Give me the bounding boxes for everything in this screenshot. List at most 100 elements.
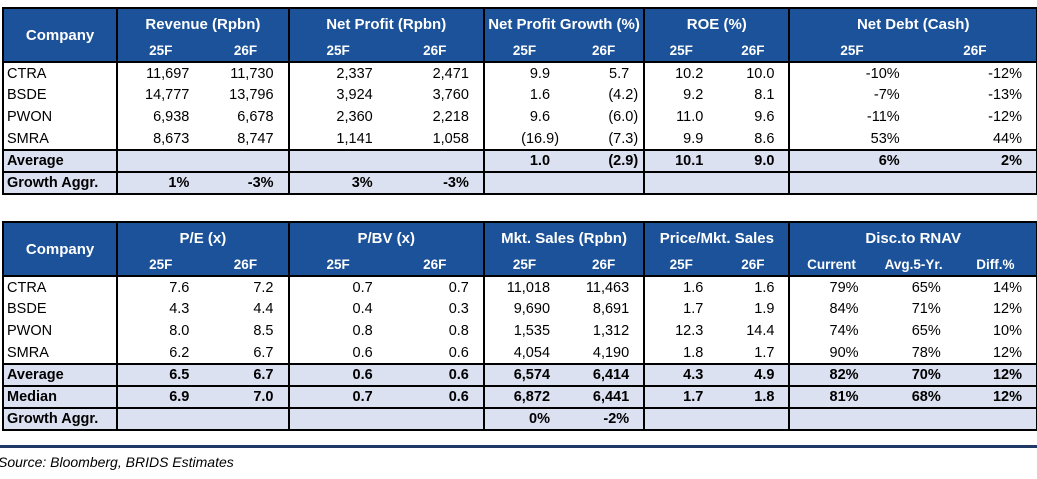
value-cell: 70% <box>872 363 955 386</box>
value-cell: 9.9 <box>643 128 718 150</box>
value-cell: (7.3) <box>608 130 639 147</box>
value-cell: 6.9 <box>116 385 204 408</box>
value-cell <box>913 171 1037 194</box>
value-cell: 9,690 <box>482 298 565 320</box>
value-cell: 65% <box>911 279 941 296</box>
value-cell: 8.0 <box>116 320 204 342</box>
value-cell: -12% <box>988 65 1022 82</box>
value-cell: 0.7 <box>287 385 387 408</box>
value-cell: 0.3 <box>448 301 469 317</box>
value-cell: 0.6 <box>386 385 484 408</box>
row-label-cell: PWON <box>7 323 53 339</box>
subcolumn-header: 26F <box>386 39 484 63</box>
value-cell: 82% <box>788 363 873 386</box>
table-row: Median 6.9 7.0 0.7 0.6 6,872 6,441 1.7 1.8 81% 68%… <box>3 385 1037 408</box>
value-cell: 6,872 <box>482 385 565 408</box>
value-cell: 9.6 <box>754 109 775 125</box>
value-cell: 6.5 <box>116 363 204 386</box>
value-cell: 14,777 <box>116 84 204 106</box>
value-cell <box>872 407 955 430</box>
row-label-cell: Growth Aggr. <box>3 407 118 430</box>
value-cell <box>788 171 914 194</box>
value-cell: 4.9 <box>717 363 790 386</box>
value-cell: 1,312 <box>592 323 630 339</box>
subcolumn-header: 25F <box>643 253 718 277</box>
row-label-cell: Median <box>3 385 118 408</box>
group-header: Revenue (Rpbn) <box>116 8 289 39</box>
subcolumn-header: 25F <box>482 253 565 277</box>
subcolumn-header: 26F <box>386 253 484 277</box>
subcolumn-header: 26F <box>717 253 790 277</box>
value-cell: 12% <box>992 301 1022 317</box>
value-cell: 1,141 <box>287 128 387 150</box>
table-row: Growth Aggr. 1% -3% 3% -3% <box>3 171 1037 194</box>
subcolumn-header: 25F <box>482 39 565 63</box>
value-cell: 10.1 <box>643 149 718 172</box>
subcolumn-header: 26F <box>203 39 289 63</box>
value-cell: 44% <box>992 130 1022 147</box>
value-cell: 6.2 <box>116 342 204 364</box>
value-cell: 11,463 <box>585 279 630 296</box>
value-cell <box>116 407 204 430</box>
table-row: SMRA 6.2 6.7 0.6 0.6 4,054 4,190 1.8 1.7 90% 78% 12… <box>3 342 1037 364</box>
value-cell: 9.2 <box>643 84 718 106</box>
value-cell: 6.7 <box>203 363 289 386</box>
value-cell: 8.1 <box>754 87 775 103</box>
value-cell <box>954 407 1037 430</box>
value-cell: 0.8 <box>448 323 469 339</box>
value-cell: 1.6 <box>643 276 718 298</box>
value-cell: 0.6 <box>287 342 387 364</box>
value-cell: 2,337 <box>287 62 387 84</box>
value-cell <box>564 171 645 194</box>
comparison-table-bottom: Company P/E (x) P/BV (x) Mkt. Sales (Rpbn) P… <box>2 221 1037 431</box>
value-cell: 7.2 <box>253 279 274 296</box>
value-cell <box>386 407 484 430</box>
value-cell: 6% <box>788 149 914 172</box>
value-cell: -7% <box>788 84 914 106</box>
subcolumn-header: 25F <box>287 253 387 277</box>
value-cell <box>717 171 790 194</box>
subcolumn-header: 26F <box>564 253 645 277</box>
value-cell: 0% <box>482 407 565 430</box>
value-cell: -11% <box>788 106 914 128</box>
value-cell: -10% <box>788 62 914 84</box>
value-cell <box>203 149 289 172</box>
value-cell: 1.7 <box>643 385 718 408</box>
value-cell: 0.4 <box>287 298 387 320</box>
value-cell: 90% <box>788 342 873 364</box>
table-row: PWON 8.0 8.5 0.8 0.8 1,535 1,312 12.3 14.4 74% 65%… <box>3 320 1037 342</box>
value-cell: 1,058 <box>432 130 469 147</box>
value-cell <box>643 407 718 430</box>
value-cell: 8.5 <box>253 323 274 339</box>
subcolumn-header: 26F <box>564 39 645 63</box>
subcolumn-header: 26F <box>913 39 1037 63</box>
table-row: Average 1.0 (2.9) 10.1 9.0 6% 2% <box>3 149 1037 172</box>
value-cell: 13,796 <box>229 87 274 103</box>
value-cell: 74% <box>788 320 873 342</box>
value-cell: 0.6 <box>448 344 469 361</box>
subcolumn-header: 26F <box>717 39 790 63</box>
value-cell <box>386 149 484 172</box>
table-row: Average 6.5 6.7 0.6 0.6 6,574 6,414 4.3 4.9 82% 70… <box>3 363 1037 386</box>
value-cell: 79% <box>788 276 873 298</box>
value-cell: 84% <box>788 298 873 320</box>
value-cell: 11,697 <box>116 62 204 84</box>
value-cell: -13% <box>988 87 1022 103</box>
subcolumn-header: Current <box>788 253 873 277</box>
value-cell: 0.7 <box>287 276 387 298</box>
value-cell: 0.6 <box>287 363 387 386</box>
value-cell: 7.6 <box>116 276 204 298</box>
value-cell: 2% <box>913 149 1037 172</box>
group-header: P/BV (x) <box>287 222 484 253</box>
value-cell: 81% <box>788 385 873 408</box>
group-header: Disc.to RNAV <box>788 222 1037 253</box>
value-cell: 1,535 <box>482 320 565 342</box>
value-cell: 9.9 <box>482 62 565 84</box>
value-cell: 0.8 <box>287 320 387 342</box>
value-cell: 8.6 <box>754 130 775 147</box>
value-cell: 1.6 <box>482 84 565 106</box>
value-cell: 4.4 <box>253 301 274 317</box>
value-cell <box>203 407 289 430</box>
value-cell: 12.3 <box>643 320 718 342</box>
value-cell: 11.0 <box>643 106 718 128</box>
